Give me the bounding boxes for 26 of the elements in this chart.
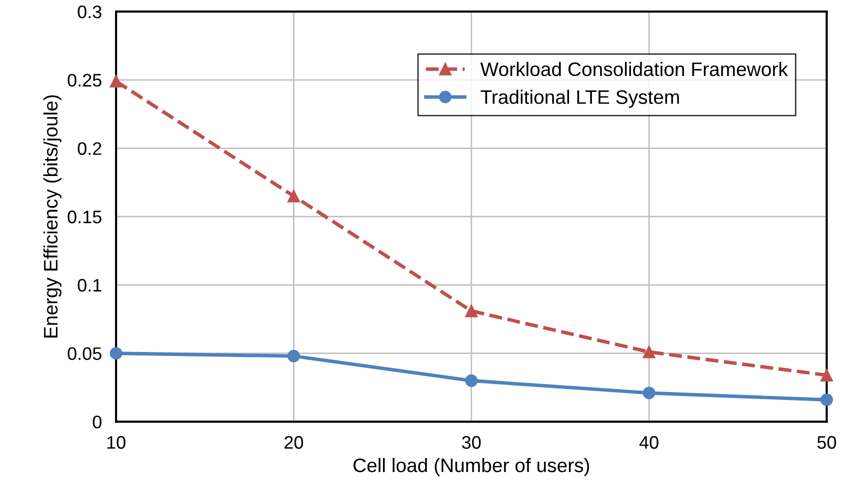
point: [110, 75, 122, 88]
point: [465, 374, 478, 387]
x-tick-label: 50: [817, 436, 836, 449]
y-tick-label: 0.15: [68, 210, 102, 224]
x-tick-label: 10: [107, 436, 126, 449]
x-tick-label: 20: [284, 436, 304, 449]
point: [287, 350, 300, 362]
point: [110, 347, 122, 360]
point: [287, 190, 300, 202]
point: [465, 304, 478, 318]
y-axis-title: Energy Efficiency (bits/joule): [43, 95, 62, 338]
legend-label: Traditional LTE System: [480, 90, 679, 108]
y-tick-label: 0.1: [78, 278, 102, 292]
point: [642, 346, 656, 358]
y-tick-label: 0.05: [68, 347, 102, 360]
point: [820, 368, 833, 382]
y-tick-label: 0.3: [78, 5, 102, 18]
legend-label: Workload Consolidation Framework: [480, 62, 788, 76]
point: [642, 386, 656, 400]
y-tick-label: 0: [92, 416, 102, 428]
point: [820, 394, 833, 406]
x-tick-label: 40: [639, 436, 658, 449]
y-tick-label: 0.2: [78, 142, 102, 155]
x-axis-title: Cell load (Number of users): [354, 458, 590, 476]
x-tick-label: 30: [462, 436, 481, 449]
y-tick-label: 0.25: [68, 74, 102, 87]
